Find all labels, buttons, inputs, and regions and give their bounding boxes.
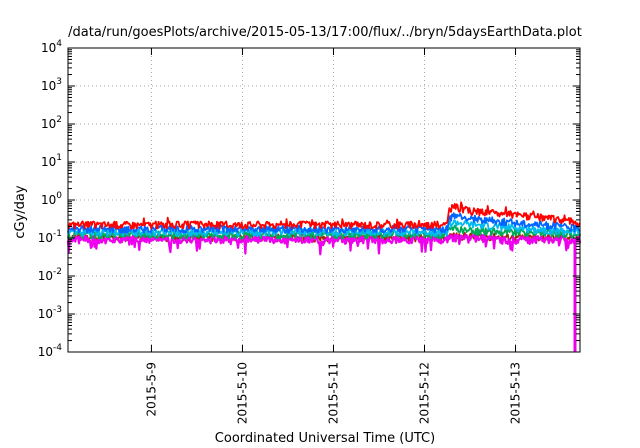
plot-frame (67, 47, 581, 353)
series-line (66, 233, 582, 256)
y-tick-label: 10-2 (38, 267, 62, 283)
y-tick-label: 104 (41, 39, 62, 55)
chart-title: /data/run/goesPlots/archive/2015-05-13/1… (68, 25, 582, 40)
y-tick-label: 10-3 (38, 305, 62, 321)
y-tick-label: 10-4 (38, 343, 63, 359)
y-tick-labels: 10-4 10-3 10-2 10-1 100 101 102 103 104 (38, 39, 63, 359)
y-tick-label: 101 (41, 153, 62, 169)
y-tick-label: 103 (41, 77, 62, 93)
x-tick-label: 2015-5-10 (235, 362, 249, 424)
series-group (66, 201, 582, 352)
series-line (67, 219, 581, 237)
y-axis-label: cGy/day (13, 185, 28, 239)
x-tick-label: 2015-5-12 (418, 362, 432, 424)
grid (68, 48, 580, 352)
y-tick-label: 102 (41, 115, 62, 131)
x-tick-labels: 2015-5-9 2015-5-10 2015-5-11 2015-5-12 2015-… (144, 362, 522, 424)
x-tick-label: 2015-5-11 (326, 362, 340, 424)
y-tick-label: 10-1 (38, 229, 62, 245)
axes (67, 47, 581, 353)
x-tick-label: 2015-5-9 (144, 362, 158, 416)
x-axis-label: Coordinated Universal Time (UTC) (215, 431, 435, 446)
y-tick-label: 100 (41, 191, 62, 207)
x-tick-label: 2015-5-13 (509, 362, 523, 424)
series-line (67, 201, 581, 230)
